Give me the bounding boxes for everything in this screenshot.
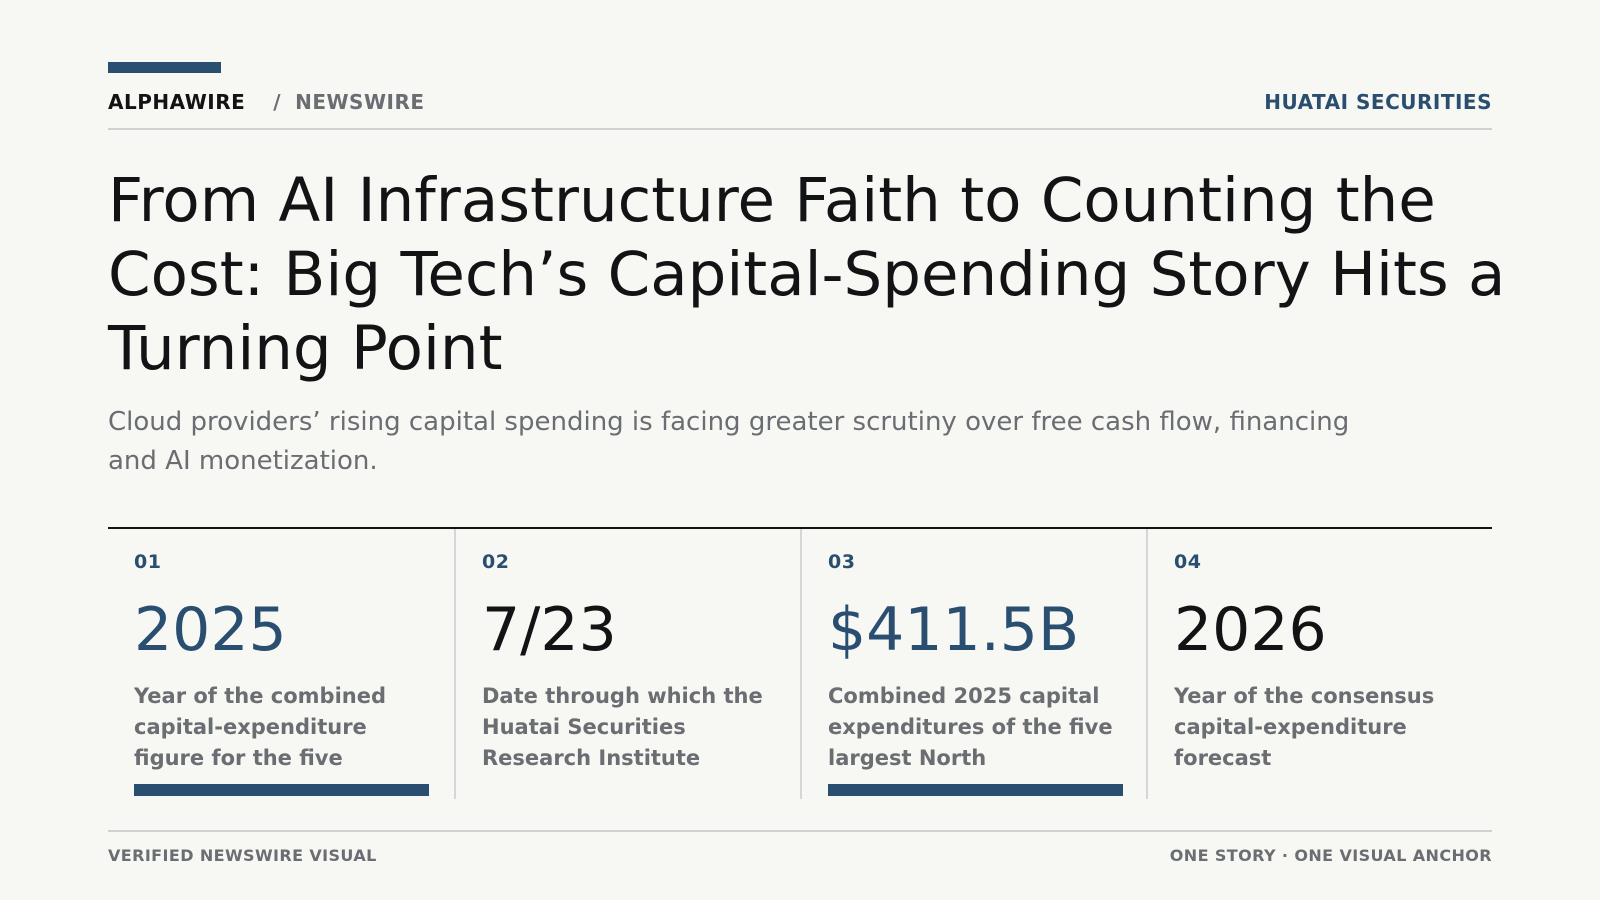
- stat-value: $411.5B: [828, 595, 1080, 665]
- stat-card: 04 2026 Year of the consensus capital-ex…: [1146, 529, 1492, 799]
- stat-label: Date through which the Huatai Securities…: [482, 684, 763, 770]
- stat-highlight-bar: [134, 784, 429, 796]
- section-name: NEWSWIRE: [295, 90, 425, 114]
- stat-index: 04: [1174, 551, 1202, 573]
- stat-value: 2026: [1174, 595, 1327, 665]
- footer-left-label: VERIFIED NEWSWIRE VISUAL: [108, 846, 377, 865]
- stats-row: 01 2025 Year of the combined capital-exp…: [108, 527, 1492, 799]
- brand-accent-bar: [108, 62, 221, 73]
- source-name: HUATAI SECURITIES: [1264, 90, 1492, 114]
- brand-name: ALPHAWIRE: [108, 90, 246, 114]
- headline: From AI Infrastructure Faith to Counting…: [108, 165, 1506, 384]
- stat-value: 2025: [134, 595, 287, 665]
- stat-index: 02: [482, 551, 510, 573]
- stat-index: 03: [828, 551, 856, 573]
- stat-value: 7/23: [482, 595, 617, 665]
- dek: Cloud providers’ rising capital spending…: [108, 407, 1350, 476]
- stat-label: Year of the consensus capital-expenditur…: [1174, 684, 1435, 770]
- masthead: ALPHAWIRE / NEWSWIRE HUATAI SECURITIES: [108, 90, 1492, 130]
- stat-label: Combined 2025 capital expenditures of th…: [828, 684, 1113, 770]
- footer: VERIFIED NEWSWIRE VISUAL ONE STORY · ONE…: [108, 830, 1492, 870]
- stat-card: 02 7/23 Date through which the Huatai Se…: [454, 529, 800, 799]
- stat-highlight-bar: [828, 784, 1123, 796]
- stat-label: Year of the combined capital-expenditure…: [134, 684, 386, 770]
- stat-card: 01 2025 Year of the combined capital-exp…: [108, 529, 454, 799]
- brand-separator: /: [273, 90, 282, 114]
- stat-index: 01: [134, 551, 162, 573]
- footer-right-label: ONE STORY · ONE VISUAL ANCHOR: [1169, 846, 1492, 865]
- brand-group: ALPHAWIRE / NEWSWIRE: [108, 90, 425, 114]
- stat-card: 03 $411.5B Combined 2025 capital expendi…: [800, 529, 1146, 799]
